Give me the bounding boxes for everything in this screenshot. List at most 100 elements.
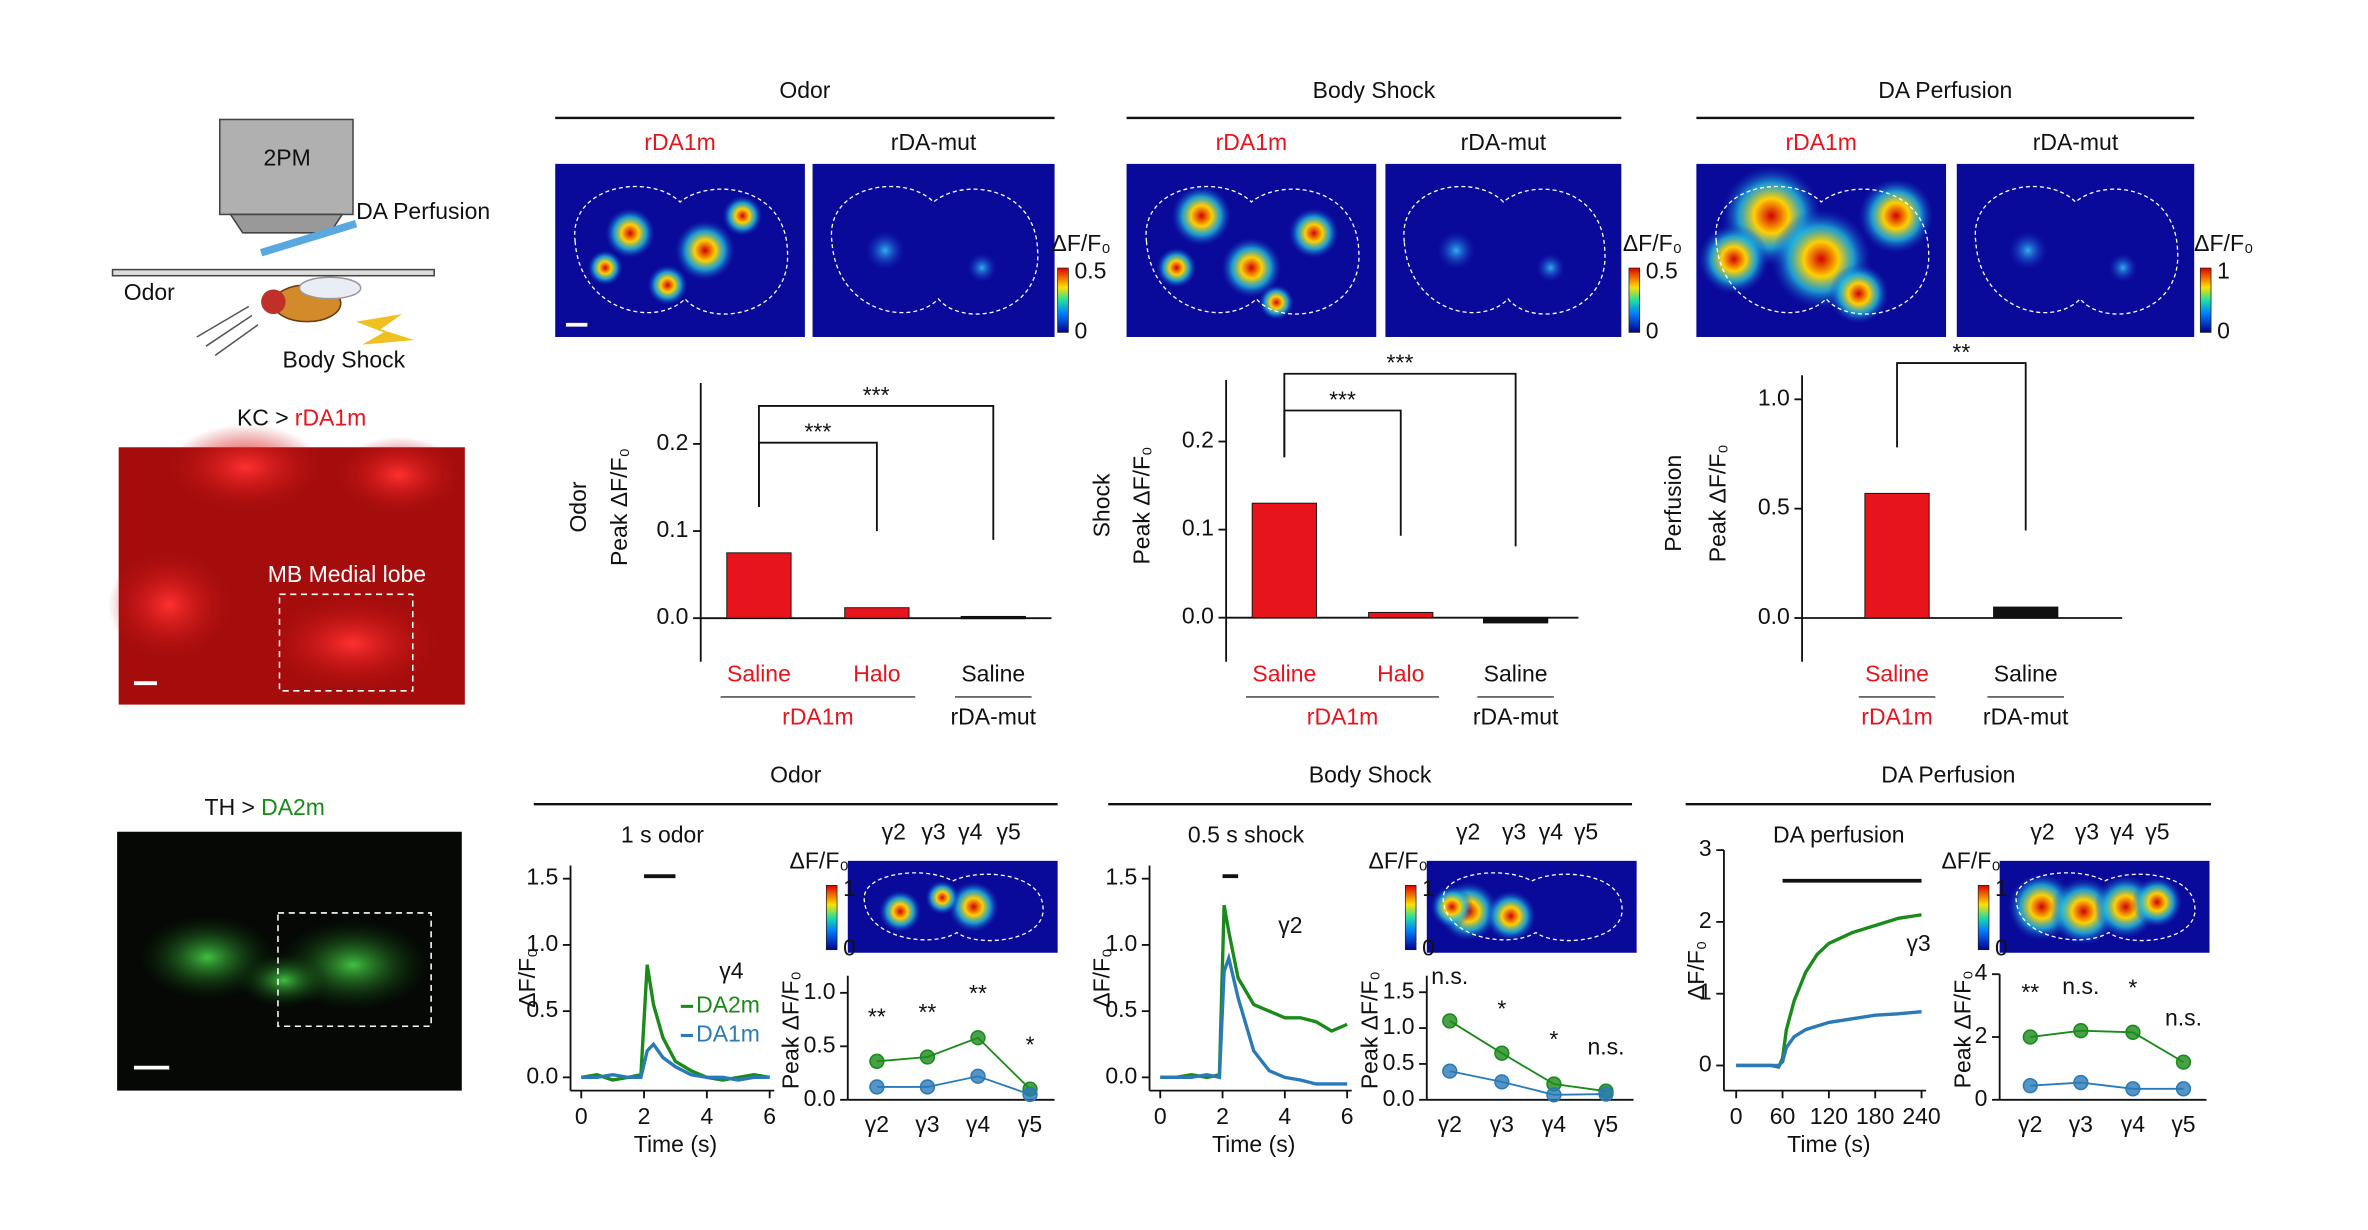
x-tick-label: 0 (1154, 1103, 1167, 1129)
heatmap-spot (1221, 237, 1282, 298)
group-label: rDA-mut (1983, 703, 2069, 729)
x-tick-label: γ5 (1594, 1111, 1618, 1137)
series-line (1160, 952, 1348, 1086)
section-title: Odor (770, 762, 821, 788)
heatmap-spot (1430, 885, 1473, 928)
significance-label: *** (1387, 350, 1414, 376)
colorbar (825, 884, 838, 951)
chart-title: 0.5 s shock (1188, 821, 1305, 847)
significance-label: ** (918, 999, 936, 1025)
category-label: Saline (961, 661, 1025, 687)
y-tick-label: 0.0 (1182, 603, 1214, 629)
x-tick-label: 6 (1341, 1103, 1354, 1129)
colorbar-label: ΔF/F₀ (1623, 230, 1682, 256)
y-tick-label: 0.0 (1105, 1062, 1137, 1088)
point (919, 1079, 936, 1095)
y-axis-label: ΔF/F₀ (1089, 948, 1115, 1007)
heatmap-spot (722, 195, 763, 236)
legend-label: DA2m (696, 991, 760, 1017)
roi-box (277, 912, 432, 1028)
point (2022, 1078, 2038, 1094)
category-label: Saline (727, 661, 791, 687)
y-tick-label: 0.5 (526, 996, 558, 1022)
heatmap-outline (1716, 186, 1929, 314)
colorbar-tick: 0 (2217, 317, 2230, 343)
point (1442, 1013, 1458, 1029)
point (970, 1068, 986, 1084)
y-axis-label: Peak ΔF/F₀ (1704, 444, 1730, 562)
heatmap-spot (1288, 208, 1339, 259)
panel-label: rDA1m (1216, 129, 1287, 155)
colorbar-tick: 0.5 (1074, 258, 1106, 284)
point (2125, 1024, 2141, 1040)
y-axis-label: Peak ΔF/F₀ (606, 448, 632, 566)
series-line (1449, 1070, 1607, 1096)
y-tick-label: 1.5 (1383, 977, 1415, 1003)
y-tick-label: 0.1 (1182, 515, 1214, 541)
x-tick-label: 180 (1856, 1103, 1894, 1129)
heatmap-spot (1698, 224, 1769, 295)
group-label: rDA1m (1307, 703, 1378, 729)
colorbar-tick: 0 (1422, 935, 1435, 961)
heatmap-spot (647, 265, 688, 306)
bar (726, 552, 792, 619)
x-tick-label: 6 (763, 1103, 776, 1129)
heatmap (812, 163, 1055, 337)
colorbar (2199, 267, 2212, 333)
heatmap-label: γ2 (2030, 818, 2054, 844)
x-tick-label: 4 (700, 1103, 713, 1129)
series-line (581, 1041, 770, 1082)
heatmap-spot (1156, 247, 1197, 288)
significance-bracket (758, 404, 995, 540)
significance-bracket (1283, 372, 1517, 547)
x-tick-label: 0 (575, 1103, 588, 1129)
colorbar-label: ΔF/F₀ (2194, 230, 2253, 256)
significance-label: ** (969, 980, 987, 1006)
heatmap-outline (1975, 186, 2177, 314)
x-tick-label: 2 (1216, 1103, 1229, 1129)
section-title: DA Perfusion (1881, 762, 2015, 788)
x-tick-label: 240 (1902, 1103, 1940, 1129)
y-tick-label: 0.0 (526, 1062, 558, 1088)
y-tick-label: 0.2 (1182, 427, 1214, 453)
colorbar (1977, 884, 1990, 951)
group-label: rDA1m (782, 703, 853, 729)
heatmap-label: γ5 (2145, 818, 2169, 844)
point (1546, 1087, 1562, 1103)
bar (960, 615, 1026, 620)
series-line (2030, 1081, 2184, 1090)
significance-label: *** (1329, 386, 1356, 412)
heatmap-spot (1858, 178, 1934, 254)
point (1494, 1045, 1510, 1061)
heatmap-spot (587, 250, 623, 286)
heatmap-label: γ4 (958, 818, 982, 844)
significance-label: ** (2021, 979, 2039, 1005)
heatmap-label: γ2 (882, 818, 906, 844)
point (869, 1053, 885, 1069)
colorbar-label: ΔF/F₀ (1941, 847, 2000, 873)
significance-bracket (758, 441, 878, 532)
heatmap-spot (1437, 231, 1476, 270)
significance-label: * (1549, 1026, 1558, 1052)
significance-label: *** (863, 382, 890, 408)
y-tick-label: 0 (1975, 1085, 1988, 1111)
chart-title: 1 s odor (621, 821, 704, 847)
bar (1368, 611, 1434, 619)
perfusion-tube (259, 219, 358, 257)
significance-label: * (2128, 974, 2137, 1000)
slide (111, 268, 435, 277)
y-tick-label: 1.0 (1105, 930, 1137, 956)
y-axis-label: Odor (565, 481, 591, 532)
significance-label: n.s. (1431, 963, 1468, 989)
heatmap-spot (925, 880, 960, 915)
point (2073, 1023, 2089, 1039)
x-tick-label: γ3 (2069, 1111, 2093, 1137)
category-label: Saline (1994, 661, 2058, 687)
y-tick-label: 0.0 (804, 1085, 836, 1111)
x-tick-label: γ5 (1018, 1111, 1042, 1137)
colorbar (1628, 267, 1641, 333)
series-line (2030, 1029, 2184, 1063)
point (919, 1049, 936, 1065)
category-label: Saline (1252, 661, 1316, 687)
heatmap-outline (1404, 186, 1605, 314)
